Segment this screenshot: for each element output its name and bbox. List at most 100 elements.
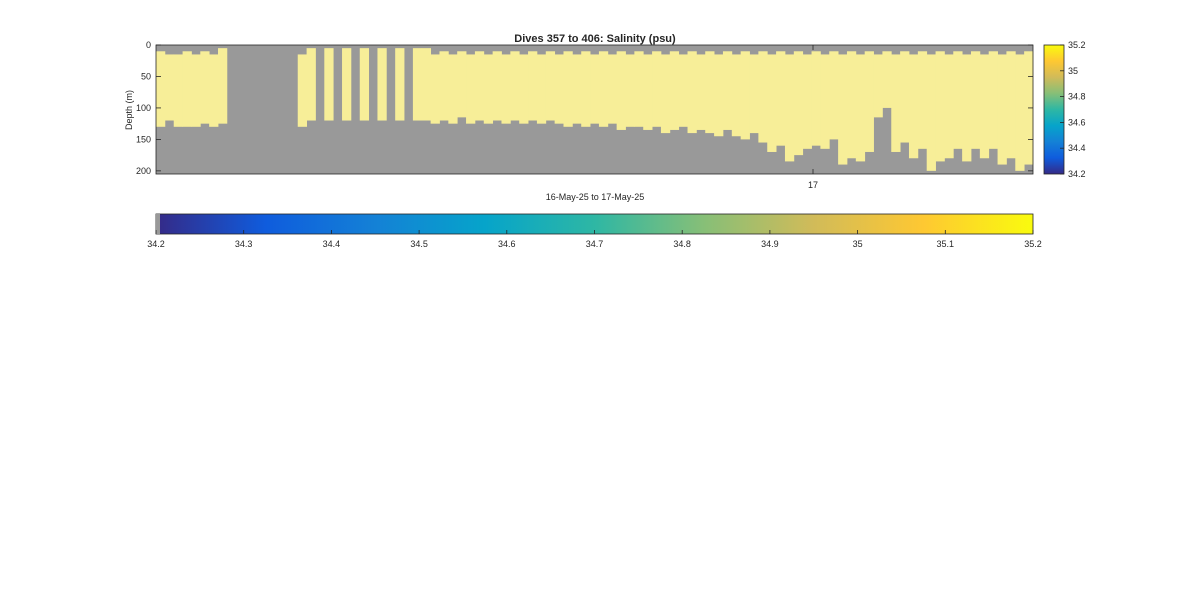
- salinity-profile-cell: [1006, 51, 1016, 159]
- colorbar-bottom-tick-label: 34.6: [498, 239, 516, 249]
- salinity-profile-cell: [873, 54, 883, 118]
- salinity-profile-cell: [182, 51, 192, 127]
- salinity-profile-cell: [200, 51, 210, 124]
- salinity-profile-cell: [359, 48, 370, 121]
- salinity-profile-cell: [581, 51, 591, 127]
- colorbar-bottom-ticks: 34.2 34.3 34.4 34.5 34.6 34.7 34.8 34.9 35 35.1 35…: [147, 230, 1042, 249]
- salinity-profile-cell: [652, 51, 662, 127]
- y-tick-label: 50: [141, 71, 151, 81]
- salinity-profile-cell: [474, 51, 485, 121]
- salinity-profile-cell: [988, 51, 998, 149]
- salinity-profile-cell: [342, 48, 352, 121]
- y-tick-label: 100: [136, 103, 151, 113]
- salinity-profile-cell: [731, 54, 742, 137]
- salinity-profile-cell: [457, 51, 467, 118]
- x-axis-ticks: 17: [808, 45, 818, 190]
- colorbar-bottom-tick-label: 34.3: [235, 239, 253, 249]
- salinity-profile-cell: [970, 51, 981, 149]
- salinity-profile-cell: [501, 54, 511, 124]
- x-axis-label: 16-May-25 to 17-May-25: [546, 192, 645, 202]
- colorbar-bottom-tick-label: 35: [853, 239, 863, 249]
- salinity-profile-cell: [864, 51, 874, 152]
- salinity-profile-cell: [802, 54, 812, 149]
- salinity-profile-cell: [607, 54, 618, 124]
- salinity-profile-cell: [979, 54, 990, 159]
- salinity-profile-cell: [660, 54, 671, 134]
- salinity-profile-cell: [209, 54, 219, 127]
- salinity-profile-cell: [590, 54, 600, 124]
- salinity-profile-cell: [687, 51, 697, 134]
- salinity-profile-cell: [528, 51, 538, 121]
- salinity-profile-cell: [714, 54, 724, 137]
- salinity-profile-cell: [156, 51, 166, 127]
- salinity-profile-cell: [784, 54, 795, 162]
- colorbar-right-tick-label: 34.8: [1068, 92, 1086, 102]
- y-tick-label: 200: [136, 166, 151, 176]
- salinity-profile-cell: [669, 51, 680, 130]
- salinity-profile-cell: [793, 51, 804, 156]
- salinity-profile-cell: [696, 54, 706, 130]
- colorbar-right-tick-label: 34.4: [1068, 143, 1086, 153]
- salinity-profile-cell: [944, 54, 954, 159]
- salinity-profile-cell: [811, 51, 821, 146]
- colorbar-bottom-tick-label: 34.7: [586, 239, 604, 249]
- colorbar-bottom-tick-label: 35.1: [937, 239, 955, 249]
- salinity-profile-cell: [554, 54, 564, 124]
- salinity-profile-cell: [829, 51, 839, 140]
- plot-area: 0 50 100 150 200 17: [136, 40, 1034, 190]
- salinity-profile-cell: [616, 51, 626, 130]
- salinity-profile-cell: [324, 48, 334, 121]
- salinity-profile-cell: [218, 48, 228, 124]
- salinity-profile-cell: [758, 51, 768, 143]
- colorbar-right-tick-label: 34.2: [1068, 169, 1086, 179]
- salinity-profile-cell: [297, 54, 307, 127]
- y-tick-label: 0: [146, 40, 151, 50]
- colorbar-right-tick-label: 35: [1068, 66, 1078, 76]
- salinity-profile-cell: [749, 54, 759, 134]
- salinity-profile-cell: [953, 51, 963, 149]
- salinity-profile-cell: [705, 51, 715, 134]
- salinity-profile-cell: [519, 54, 529, 124]
- colorbar-right-tick-label: 35.2: [1068, 40, 1086, 50]
- salinity-profile-cell: [1015, 54, 1025, 171]
- y-axis-ticks: 0 50 100 150 200: [136, 40, 1033, 176]
- salinity-profile-cell: [598, 51, 609, 127]
- salinity-profile-cell: [430, 54, 440, 124]
- colorbar-right: 35.2 35 34.8 34.6 34.4 34.2: [1043, 40, 1086, 179]
- salinity-profile-cell: [962, 54, 972, 162]
- salinity-profile-cell: [900, 51, 910, 143]
- salinity-profile-cell: [483, 54, 494, 124]
- colorbar-bottom: 34.2 34.3 34.4 34.5 34.6 34.7 34.8 34.9 35 35.1 35…: [147, 213, 1042, 249]
- salinity-profile-cell: [625, 54, 635, 127]
- salinity-profile-cell: [377, 48, 387, 121]
- x-tick-label: 17: [808, 180, 818, 190]
- salinity-profile-cell: [191, 54, 201, 127]
- salinity-profile-cell: [395, 48, 405, 121]
- colorbar-right-gradient: [1043, 44, 1065, 175]
- salinity-profile-cell: [891, 54, 901, 152]
- salinity-profile-cell: [536, 54, 547, 124]
- salinity-profile-cell: [926, 54, 936, 171]
- salinity-profile-cell: [448, 54, 458, 124]
- salinity-profile-cell: [412, 48, 423, 121]
- salinity-profile-cell: [466, 54, 476, 124]
- salinity-profile-cell: [563, 51, 573, 127]
- salinity-profile-cell: [722, 51, 733, 130]
- salinity-profile-cell: [572, 54, 582, 124]
- salinity-profile-cell: [997, 54, 1007, 165]
- salinity-profile-cell: [634, 51, 644, 127]
- salinity-profile-cell: [492, 51, 502, 121]
- colorbar-bottom-tick-label: 34.8: [673, 239, 691, 249]
- y-axis-label: Depth (m): [124, 90, 134, 130]
- colorbar-bottom-tick-label: 34.9: [761, 239, 779, 249]
- salinity-profile-cell: [846, 51, 857, 159]
- salinity-profile-cell: [306, 48, 316, 121]
- salinity-cells: [156, 48, 1034, 171]
- salinity-profile-cell: [855, 54, 866, 162]
- salinity-profile-cell: [776, 51, 786, 146]
- chart-title: Dives 357 to 406: Salinity (psu): [514, 33, 676, 45]
- colorbar-bottom-tick-label: 34.5: [410, 239, 428, 249]
- colorbar-bottom-tick-label: 34.4: [323, 239, 341, 249]
- salinity-profile-cell: [439, 51, 449, 121]
- salinity-profile-cell: [510, 51, 520, 121]
